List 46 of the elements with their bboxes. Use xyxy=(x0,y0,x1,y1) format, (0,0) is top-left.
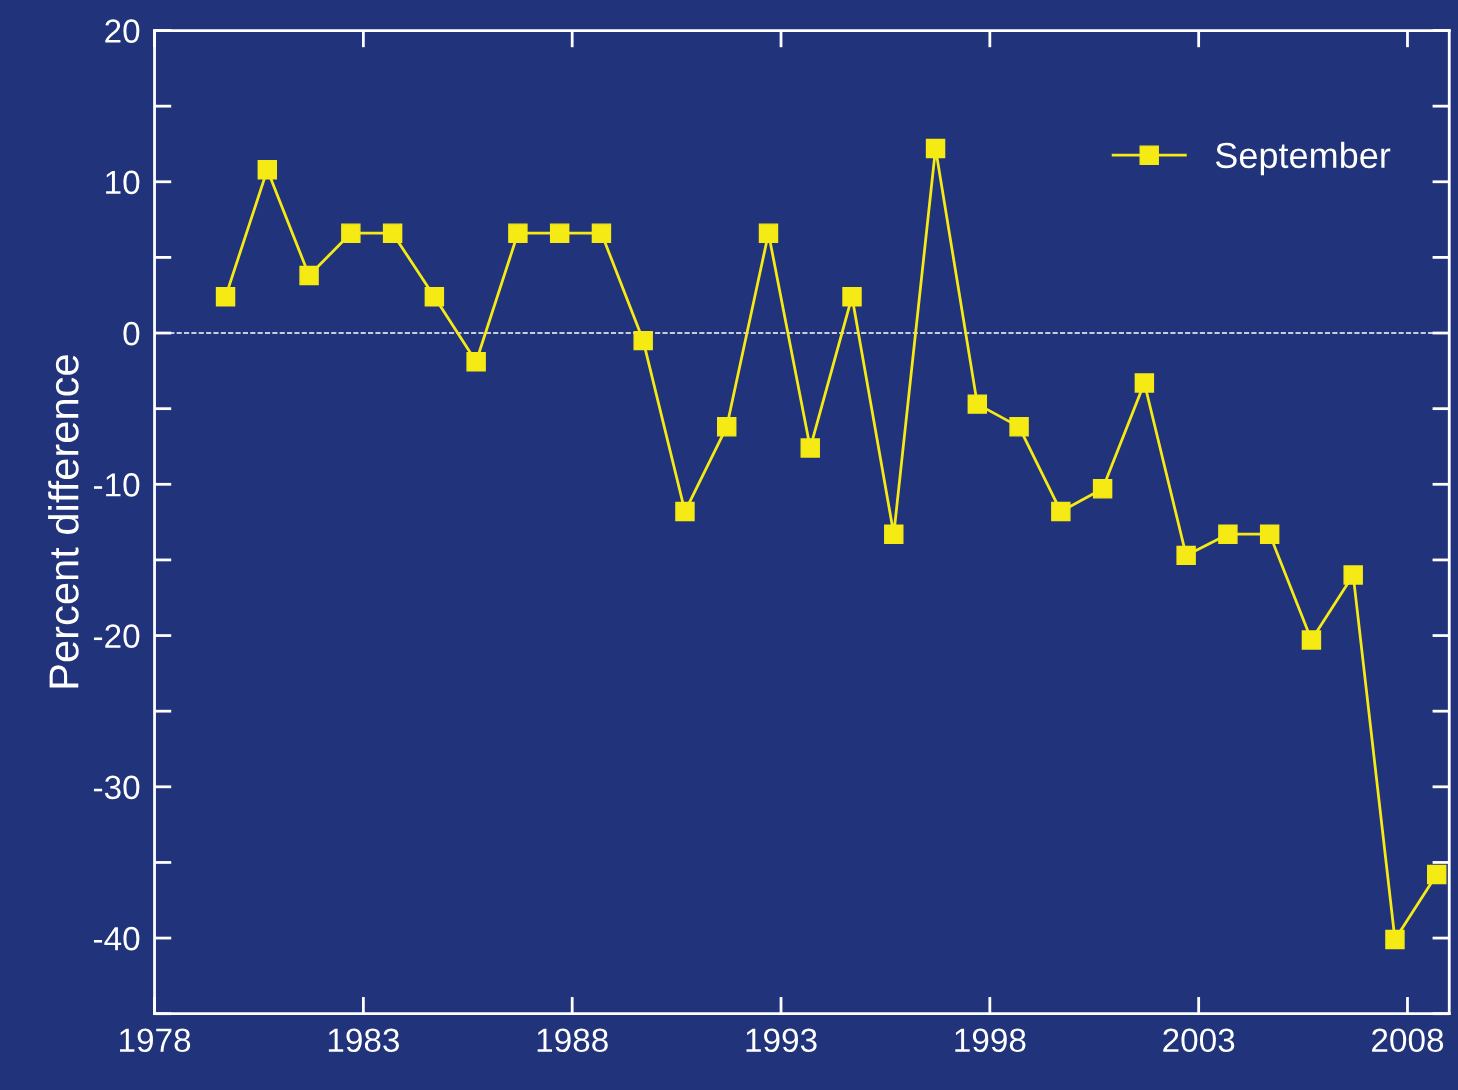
point xyxy=(717,417,737,437)
point xyxy=(215,287,236,307)
point xyxy=(925,138,946,159)
point xyxy=(1301,630,1322,650)
x-tick-label: 2003 xyxy=(1163,1028,1235,1053)
point xyxy=(884,524,904,544)
y-tick-label: -10 xyxy=(93,473,140,497)
x-tick-label: 1983 xyxy=(328,1028,399,1053)
y-tick-label: 20 xyxy=(105,19,140,43)
x-tick-label: 1978 xyxy=(120,1028,191,1053)
point xyxy=(591,223,612,243)
point xyxy=(424,287,445,307)
y-tick-label: -40 xyxy=(93,926,140,951)
point xyxy=(508,223,528,243)
point xyxy=(1176,545,1196,566)
x-tick-label: 1993 xyxy=(746,1028,817,1053)
point xyxy=(341,223,361,243)
point xyxy=(800,438,820,458)
point xyxy=(633,330,653,351)
point xyxy=(675,501,695,522)
point xyxy=(967,394,988,414)
point xyxy=(1343,565,1363,585)
point xyxy=(549,223,570,243)
point xyxy=(257,159,278,180)
point xyxy=(842,287,862,307)
point xyxy=(466,352,486,372)
y-axis-title: Percent difference xyxy=(48,355,79,688)
x-tick-label: 1998 xyxy=(955,1028,1026,1053)
point xyxy=(1051,501,1071,522)
x-tick-label: 2008 xyxy=(1372,1028,1444,1053)
point xyxy=(1218,524,1238,544)
legend-label: September xyxy=(1215,141,1391,176)
point xyxy=(299,265,319,286)
point xyxy=(1092,479,1113,499)
y-tick-label: -30 xyxy=(93,775,140,800)
y-tick-label: -20 xyxy=(93,624,140,648)
point xyxy=(1426,864,1447,885)
point xyxy=(1009,417,1029,437)
x-tick-label: 1988 xyxy=(537,1028,608,1053)
point xyxy=(758,223,779,243)
y-tick-label: 10 xyxy=(106,170,140,195)
y-tick-label: 0 xyxy=(123,321,140,346)
point xyxy=(1259,524,1280,544)
point xyxy=(1385,929,1405,950)
point xyxy=(1134,373,1155,393)
point xyxy=(382,223,403,243)
